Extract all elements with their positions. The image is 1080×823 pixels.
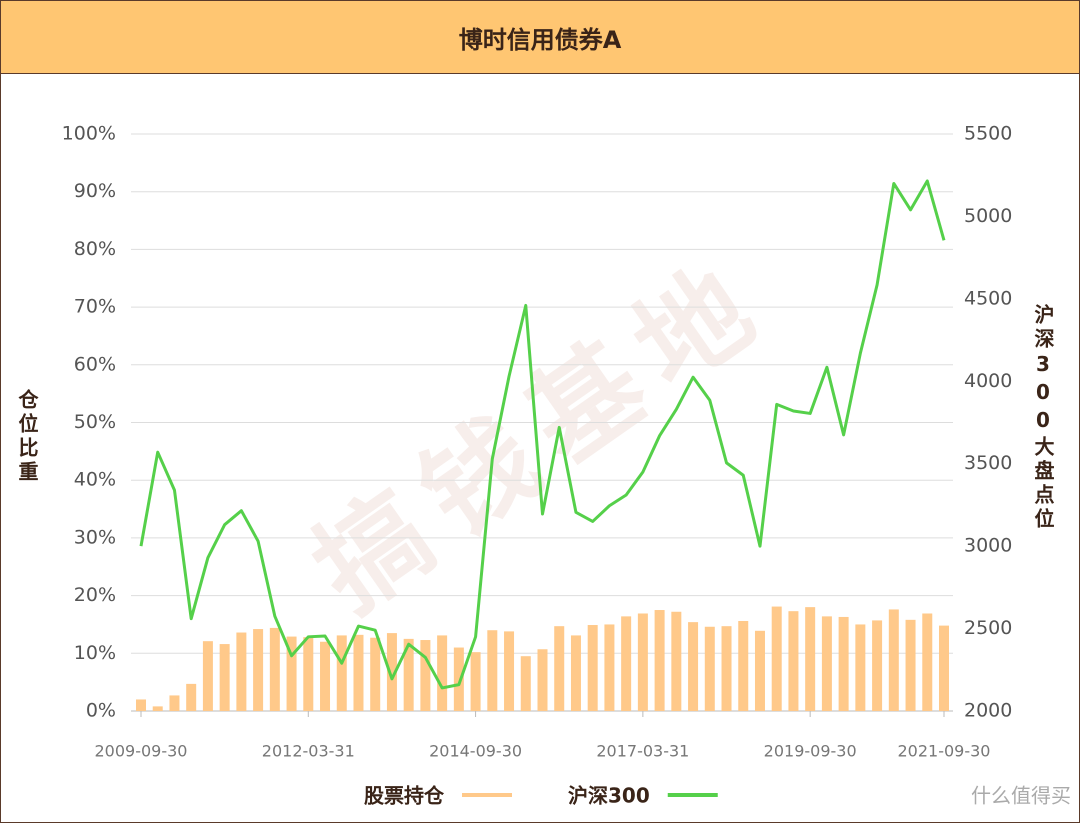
- bar: [253, 629, 264, 711]
- bar: [570, 635, 581, 711]
- bar: [504, 631, 515, 711]
- bar: [704, 626, 715, 711]
- legend-label: 沪深300: [568, 784, 650, 808]
- y-tick-label: 10%: [74, 642, 116, 664]
- brand: 什么值得买: [971, 784, 1071, 808]
- bar: [152, 706, 163, 711]
- bar: [872, 620, 883, 711]
- x-tick-label: 2014-09-30: [429, 742, 522, 761]
- y-axis-label: 仓位比重: [15, 389, 39, 485]
- bar: [754, 630, 765, 711]
- x-tick-label: 2009-09-30: [95, 742, 188, 761]
- y2-tick-label: 3500: [964, 452, 1012, 474]
- bar: [202, 641, 213, 711]
- bar: [437, 635, 448, 711]
- bar: [637, 613, 648, 711]
- bar: [821, 616, 832, 711]
- bar: [169, 695, 180, 711]
- line: [139, 179, 946, 690]
- bar: [738, 620, 749, 711]
- bar: [788, 611, 799, 711]
- bar: [470, 652, 481, 711]
- bar: [453, 647, 464, 711]
- y-tick-label: 80%: [74, 238, 116, 260]
- bar: [939, 625, 949, 711]
- y2-tick-label: 5500: [964, 123, 1012, 145]
- y-tick-label: 50%: [74, 411, 116, 433]
- bar: [186, 683, 197, 711]
- x-tick-label: 2019-09-30: [764, 742, 857, 761]
- y2-tick-label: 2500: [964, 617, 1012, 639]
- bar: [671, 611, 682, 711]
- y-tick-label: 20%: [74, 584, 116, 606]
- bar: [219, 644, 230, 711]
- bar: [420, 640, 431, 711]
- bar: [554, 626, 565, 711]
- bar: [520, 656, 531, 711]
- watermark: 搞钱基地: [292, 233, 791, 636]
- bar: [855, 624, 866, 711]
- x-tick-label: 2012-03-31: [262, 742, 355, 761]
- bar: [621, 616, 632, 711]
- y2-tick-label: 4500: [964, 287, 1012, 309]
- bar: [487, 630, 498, 711]
- y2-tick-label: 4000: [964, 370, 1012, 392]
- bar: [320, 641, 331, 711]
- bar: [604, 624, 615, 711]
- bar: [353, 634, 364, 711]
- bar: [269, 627, 280, 711]
- bar: [403, 638, 414, 711]
- bar: [888, 609, 899, 711]
- bar: [286, 636, 297, 711]
- y-tick-label: 70%: [74, 296, 116, 318]
- y-tick-label: 40%: [74, 469, 116, 491]
- bar: [654, 610, 665, 711]
- bar: [136, 699, 146, 711]
- y-tick-label: 90%: [74, 180, 116, 202]
- bar: [587, 625, 598, 711]
- bar: [688, 622, 699, 711]
- chart-title: 博时信用债券A: [1, 1, 1079, 74]
- bar: [721, 626, 732, 711]
- bar: [236, 632, 247, 711]
- y-tick-label: 30%: [74, 526, 116, 548]
- bar: [922, 613, 933, 711]
- bar: [838, 616, 849, 711]
- bar: [771, 606, 782, 711]
- bar: [386, 633, 397, 711]
- legend-label: 股票持仓: [364, 784, 445, 808]
- bar: [805, 607, 816, 711]
- bar: [336, 635, 347, 711]
- bar: [537, 649, 548, 711]
- x-tick-label: 2017-03-31: [596, 742, 689, 761]
- y2-tick-label: 3000: [964, 535, 1012, 557]
- bar: [303, 637, 314, 711]
- bar: [905, 619, 916, 711]
- y-tick-label: 0%: [86, 700, 116, 722]
- y2-axis-label: 沪深300大盘点位: [1031, 304, 1055, 532]
- y2-tick-label: 2000: [964, 700, 1012, 722]
- x-tick-label: 2021-09-30: [898, 742, 991, 761]
- y-tick-label: 60%: [74, 353, 116, 375]
- y-tick-label: 100%: [62, 123, 116, 145]
- y2-tick-label: 5000: [964, 205, 1012, 227]
- bar: [370, 637, 381, 711]
